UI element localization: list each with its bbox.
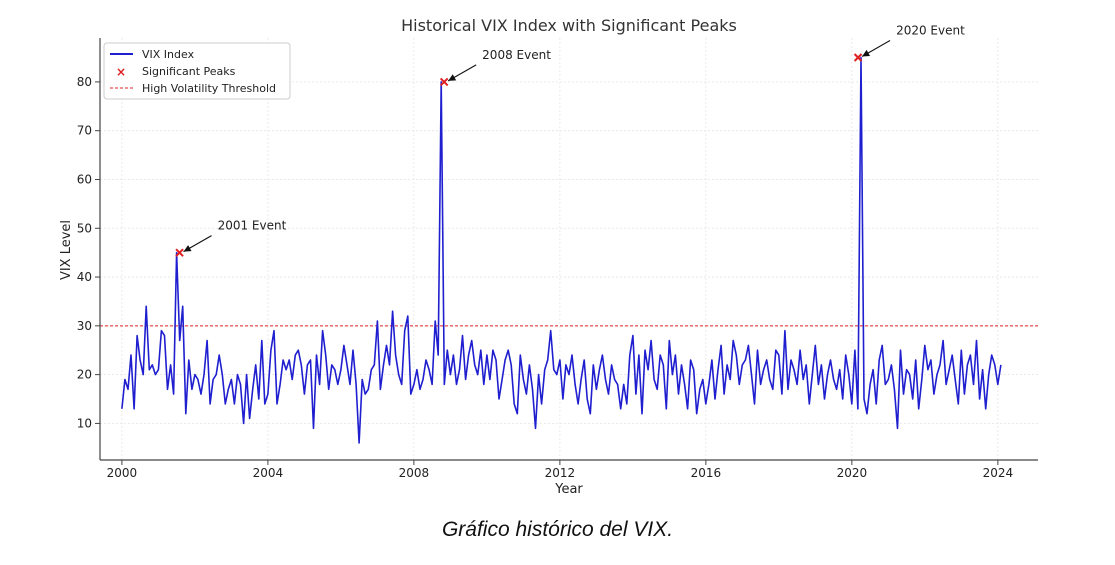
x-tick-label: 2024 [983, 466, 1014, 480]
y-ticks: 10 20 30 40 50 60 70 80 [77, 75, 100, 430]
y-axis-label: VIX Level [59, 220, 74, 280]
x-axis-label: Year [554, 482, 583, 497]
y-tick-label: 30 [77, 319, 92, 333]
y-tick-label: 80 [77, 75, 92, 89]
chart-title: Historical VIX Index with Significant Pe… [401, 16, 737, 35]
legend: VIX Index × Significant Peaks High Volat… [103, 42, 291, 100]
y-tick-label: 20 [77, 368, 92, 382]
y-tick-label: 50 [77, 221, 92, 235]
vix-series-line [121, 56, 1002, 444]
y-tick-label: 60 [77, 172, 92, 186]
chart-svg: Historical VIX Index with Significant Pe… [59, 16, 1038, 497]
annotation-label: 2008 Event [482, 48, 551, 62]
annotation-label: 2001 Event [218, 219, 287, 233]
x-tick-label: 2020 [837, 466, 868, 480]
annotation-arrowhead [448, 74, 457, 81]
legend-box [103, 42, 291, 100]
vix-chart: Historical VIX Index with Significant Pe… [59, 16, 1038, 497]
annotation-arrowhead [862, 49, 871, 57]
peak-markers: 2001 Event 2008 Event 2020 Event [175, 24, 965, 257]
x-tick-label: 2012 [545, 466, 576, 480]
annotation-label: 2020 Event [896, 24, 965, 38]
x-tick-label: 2008 [399, 466, 430, 480]
x-tick-label: 2004 [253, 466, 284, 480]
peak-marker [175, 248, 184, 257]
x-ticks: 2000 2004 2008 2012 2016 2020 2024 [107, 460, 1014, 480]
legend-peak-swatch: × [116, 65, 126, 79]
annotation-arrowhead [183, 245, 192, 252]
figure-caption: Gráfico histórico del VIX. [441, 518, 674, 541]
y-tick-label: 70 [77, 124, 92, 138]
peak-marker [439, 77, 449, 87]
y-tick-label: 40 [77, 270, 92, 284]
legend-label-peaks: Significant Peaks [142, 65, 236, 78]
legend-label-vix: VIX Index [142, 48, 195, 61]
legend-label-threshold: High Volatility Threshold [142, 82, 276, 95]
x-tick-label: 2000 [107, 466, 138, 480]
axes [99, 38, 1038, 461]
peak-marker [853, 53, 863, 62]
y-tick-label: 10 [77, 416, 92, 430]
x-tick-label: 2016 [691, 466, 722, 480]
